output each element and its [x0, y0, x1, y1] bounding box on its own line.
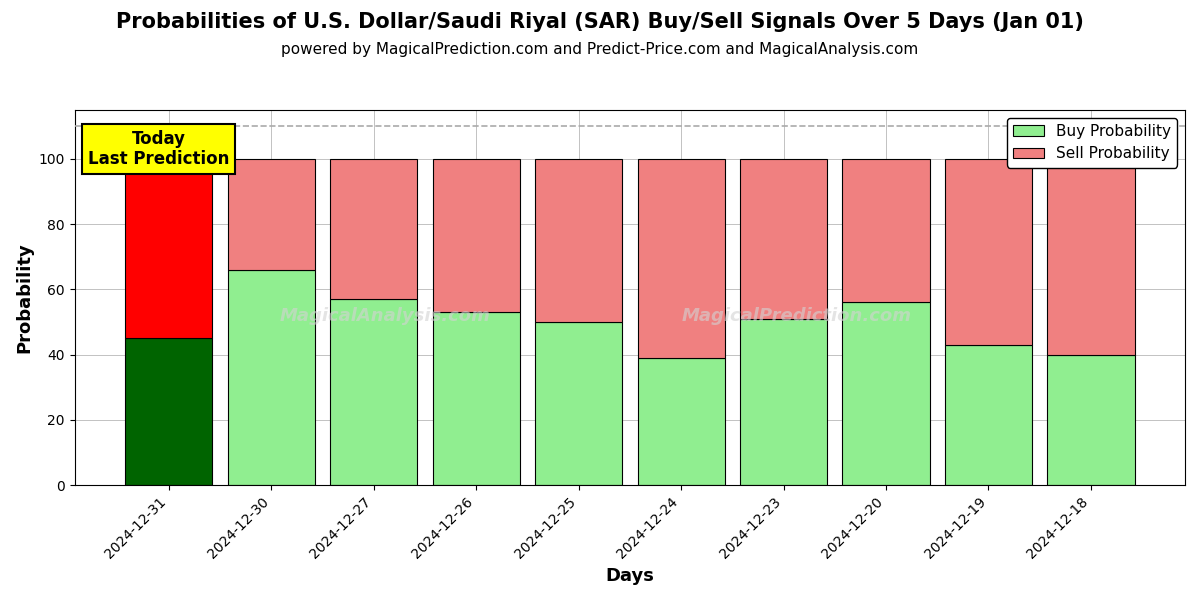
Bar — [535, 322, 622, 485]
Bar — [1048, 159, 1134, 355]
X-axis label: Days: Days — [605, 567, 654, 585]
Text: Probabilities of U.S. Dollar/Saudi Riyal (SAR) Buy/Sell Signals Over 5 Days (Jan: Probabilities of U.S. Dollar/Saudi Riyal… — [116, 12, 1084, 32]
Bar — [535, 159, 622, 322]
Bar — [125, 338, 212, 485]
Bar — [842, 159, 930, 302]
Bar — [432, 159, 520, 312]
Bar — [125, 159, 212, 338]
Bar — [740, 159, 827, 319]
Bar — [637, 358, 725, 485]
Bar — [740, 319, 827, 485]
Bar — [1048, 355, 1134, 485]
Bar — [330, 299, 418, 485]
Bar — [944, 345, 1032, 485]
Bar — [228, 270, 314, 485]
Bar — [944, 159, 1032, 345]
Bar — [228, 159, 314, 270]
Bar — [432, 312, 520, 485]
Text: MagicalPrediction.com: MagicalPrediction.com — [682, 307, 911, 325]
Legend: Buy Probability, Sell Probability: Buy Probability, Sell Probability — [1007, 118, 1177, 167]
Text: powered by MagicalPrediction.com and Predict-Price.com and MagicalAnalysis.com: powered by MagicalPrediction.com and Pre… — [281, 42, 919, 57]
Bar — [637, 159, 725, 358]
Text: Today
Last Prediction: Today Last Prediction — [88, 130, 229, 169]
Bar — [330, 159, 418, 299]
Bar — [842, 302, 930, 485]
Y-axis label: Probability: Probability — [16, 242, 34, 353]
Text: MagicalAnalysis.com: MagicalAnalysis.com — [280, 307, 491, 325]
